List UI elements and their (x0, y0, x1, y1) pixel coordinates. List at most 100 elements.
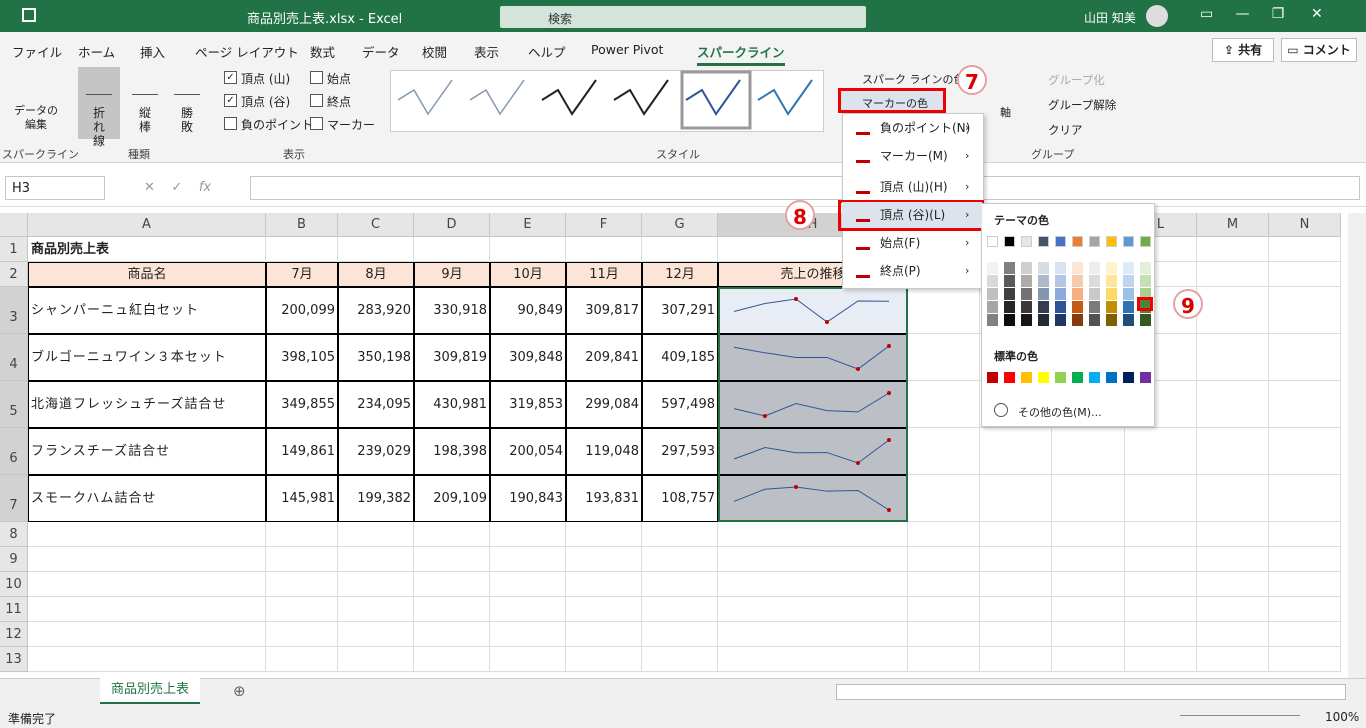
ribbon-tab[interactable]: 校閲 (422, 45, 448, 60)
menu-item[interactable]: 終点(P) (880, 264, 921, 278)
swatch[interactable] (1055, 301, 1066, 313)
ribbon-tab[interactable]: 表示 (474, 45, 500, 60)
name-box[interactable]: H3 (5, 176, 105, 200)
user-avatar[interactable] (1146, 5, 1168, 27)
swatch[interactable] (987, 301, 998, 313)
swatch[interactable] (1055, 262, 1066, 274)
swatch[interactable] (1106, 275, 1117, 287)
swatch[interactable] (987, 314, 998, 326)
swatch[interactable] (987, 288, 998, 300)
type-button[interactable]: 縦棒 (138, 106, 151, 134)
menu-item[interactable]: マーカー(M) (880, 149, 948, 163)
swatch[interactable] (1038, 314, 1049, 326)
swatch[interactable] (1140, 275, 1151, 287)
swatch[interactable] (1123, 262, 1134, 274)
menu-item[interactable]: 始点(F) (880, 236, 921, 250)
swatch[interactable] (1004, 314, 1015, 326)
group-button[interactable]: クリア (1048, 123, 1083, 137)
vertical-scrollbar[interactable] (1348, 213, 1366, 678)
edit-data-button[interactable]: データの編集 (14, 104, 58, 131)
menu-item[interactable]: 頂点 (山)(H) (880, 180, 948, 194)
share-button[interactable]: ⇪ 共有 (1212, 38, 1274, 62)
checkbox[interactable] (224, 117, 237, 130)
ribbon-tab[interactable]: スパークライン (697, 42, 785, 66)
swatch[interactable] (1021, 314, 1032, 326)
checkbox[interactable] (310, 94, 323, 107)
swatch[interactable] (1072, 236, 1083, 247)
ribbon-tab[interactable]: データ (362, 45, 400, 60)
swatch[interactable] (1140, 314, 1151, 326)
swatch[interactable] (1072, 314, 1083, 326)
swatch[interactable] (1123, 288, 1134, 300)
zoom-slider[interactable] (1180, 715, 1300, 716)
menu-item[interactable]: 頂点 (谷)(L) (842, 202, 982, 228)
swatch[interactable] (1072, 301, 1083, 313)
swatch[interactable] (1140, 288, 1151, 300)
swatch[interactable] (1072, 262, 1083, 274)
swatch[interactable] (1140, 236, 1151, 247)
type-button[interactable]: 折れ線 (92, 106, 105, 148)
swatch[interactable] (1038, 372, 1049, 383)
ribbon-tab[interactable]: 挿入 (140, 45, 166, 60)
group-button[interactable]: グループ化 (1048, 73, 1105, 87)
swatch[interactable] (1106, 372, 1117, 383)
swatch[interactable] (987, 262, 998, 274)
swatch[interactable] (1004, 288, 1015, 300)
swatch[interactable] (1123, 314, 1134, 326)
checkbox[interactable] (310, 117, 323, 130)
swatch[interactable] (1089, 372, 1100, 383)
formula-bar[interactable] (250, 176, 1360, 200)
swatch[interactable] (1106, 262, 1117, 274)
swatch[interactable] (1038, 288, 1049, 300)
ribbon-tab[interactable]: Power Pivot (591, 42, 664, 57)
sheet-tab[interactable]: 商品別売上表 (100, 678, 200, 704)
swatch[interactable] (1021, 262, 1032, 274)
window-buttons[interactable]: ▭ — ❐ ✕ (1200, 6, 1323, 22)
swatch[interactable] (1140, 262, 1151, 274)
swatch[interactable] (1038, 301, 1049, 313)
menu-item[interactable]: 負のポイント(N) (880, 121, 971, 135)
search-box[interactable] (500, 6, 866, 28)
swatch[interactable] (1055, 236, 1066, 247)
swatch[interactable] (1123, 275, 1134, 287)
swatch[interactable] (987, 275, 998, 287)
axis-button[interactable]: 軸 (1000, 106, 1011, 119)
swatch[interactable] (1123, 236, 1134, 247)
checkbox[interactable]: ✓ (224, 71, 237, 84)
swatch[interactable] (1038, 262, 1049, 274)
swatch[interactable] (1021, 288, 1032, 300)
horizontal-scrollbar[interactable] (836, 684, 1346, 700)
swatch[interactable] (1055, 288, 1066, 300)
swatch[interactable] (1055, 372, 1066, 383)
swatch[interactable] (1106, 288, 1117, 300)
swatch[interactable] (987, 236, 998, 247)
swatch[interactable] (1055, 275, 1066, 287)
more-colors[interactable]: その他の色(M)... (1018, 406, 1102, 419)
swatch[interactable] (1072, 372, 1083, 383)
ribbon-tab[interactable]: ファイル (12, 45, 63, 60)
comment-button[interactable]: ▭ コメント (1281, 38, 1357, 62)
swatch[interactable] (1089, 275, 1100, 287)
swatch[interactable] (1089, 314, 1100, 326)
swatch[interactable] (1021, 372, 1032, 383)
swatch[interactable] (1140, 372, 1151, 383)
swatch[interactable] (1123, 301, 1134, 313)
save-icon[interactable] (22, 8, 36, 22)
swatch[interactable] (1004, 372, 1015, 383)
swatch[interactable] (1055, 314, 1066, 326)
checkbox[interactable]: ✓ (224, 94, 237, 107)
sparkline-color-button[interactable]: スパーク ラインの色 (862, 73, 965, 86)
group-button[interactable]: グループ解除 (1048, 98, 1117, 112)
ribbon-tab[interactable]: 数式 (310, 45, 336, 60)
swatch[interactable] (1106, 236, 1117, 247)
swatch[interactable] (1089, 262, 1100, 274)
swatch[interactable] (1021, 236, 1032, 247)
type-button[interactable]: 勝敗 (180, 106, 193, 134)
add-sheet[interactable]: ⊕ (233, 682, 246, 700)
swatch[interactable] (1038, 236, 1049, 247)
swatch[interactable] (1004, 275, 1015, 287)
ribbon-tab[interactable]: ホーム (78, 45, 116, 60)
swatch[interactable] (1106, 314, 1117, 326)
ribbon-tab[interactable]: ページ レイアウト (195, 45, 299, 60)
swatch[interactable] (1004, 301, 1015, 313)
